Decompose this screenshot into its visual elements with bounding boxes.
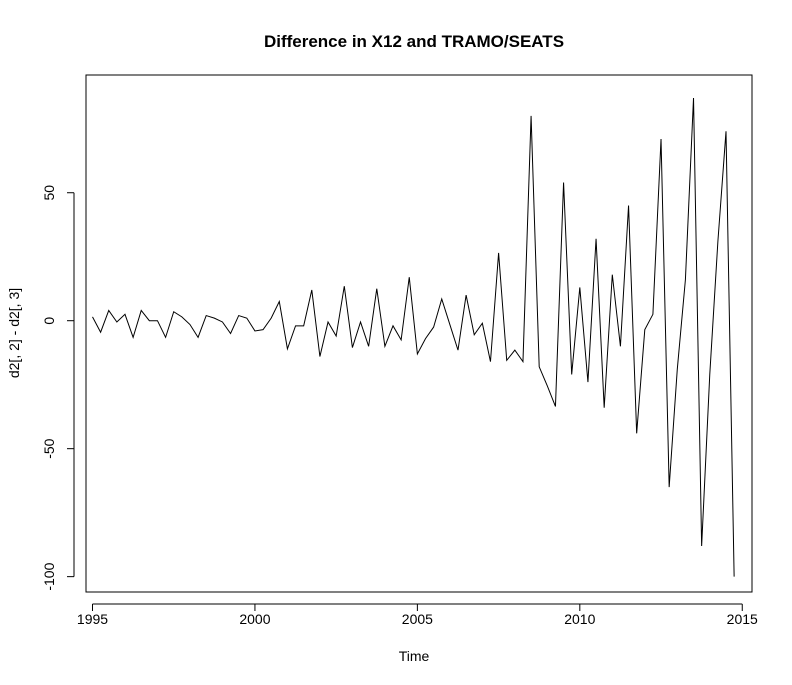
y-tick-label: -50 (41, 438, 57, 458)
x-tick-label: 2010 (564, 611, 595, 627)
y-axis: -100 -50 0 50 (41, 185, 75, 591)
y-tick-label: 0 (41, 317, 57, 325)
x-tick-label: 2000 (239, 611, 270, 627)
x-axis: 1995 2000 2005 2010 2015 (77, 603, 758, 627)
chart-title: Difference in X12 and TRAMO/SEATS (264, 32, 564, 51)
series-line (92, 98, 735, 577)
plot-frame (85, 74, 753, 593)
x-tick-label: 2005 (402, 611, 433, 627)
y-tick-label: 50 (41, 185, 57, 201)
y-axis-label: d2[, 2] - d2[, 3] (6, 288, 22, 378)
x-axis-label: Time (399, 648, 430, 664)
x-tick-label: 1995 (77, 611, 108, 627)
x-tick-label: 2015 (727, 611, 758, 627)
y-tick-label: -100 (41, 562, 57, 590)
